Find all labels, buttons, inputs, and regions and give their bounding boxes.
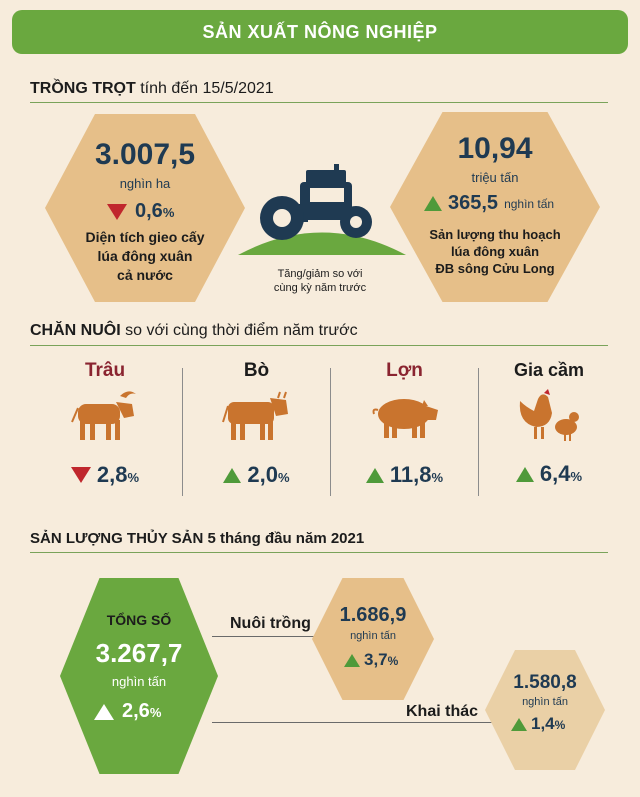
livestock-heading-sub: so với cùng thời điểm năm trước [125,322,358,339]
area-desc-line: lúa đông xuân [97,248,193,264]
column-divider [330,368,331,496]
catching-hexagon: 1.580,8 nghìn tấn 1,4% [485,650,605,770]
yield-unit: triệu tấn [471,170,519,185]
crops-heading-main: TRỒNG TRỌT [30,80,136,97]
livestock-item-cow: Bò 2,0% [183,360,330,488]
buffalo-icon [71,391,136,440]
area-desc-line: Diện tích gieo cấy [85,229,205,245]
total-change: 2,6% [94,700,194,723]
farming-change-unit: % [387,654,399,668]
divider [30,345,608,346]
poultry-icon [519,389,579,441]
farming-hexagon: 1.686,9 nghìn tấn 3,7% [312,578,434,700]
area-value: 3.007,5 [94,138,196,171]
yield-value: 10,94 [457,132,533,165]
area-hexagon: 3.007,5 nghìn ha 0,6% Diện tích gieo cấy… [45,114,245,302]
area-unit: nghìn ha [119,176,171,191]
pig-icon [372,399,438,438]
up-arrow-icon [515,466,534,482]
up-arrow-icon [511,717,527,731]
column-divider [478,368,479,496]
fishery-heading: SẢN LƯỢNG THỦY SẢN 5 tháng đầu năm 2021 [30,530,365,547]
down-arrow-icon [70,467,91,483]
livestock-name: Bò [243,360,270,381]
farming-label: Nuôi trồng [228,615,313,633]
note-line: cùng kỳ năm trước [273,282,367,294]
crops-heading: TRỒNG TRỌT tính đến 15/5/2021 [30,80,274,98]
tractor-icon [238,164,406,255]
total-value: 3.267,7 [95,638,183,668]
livestock-heading: CHĂN NUÔI so với cùng thời điểm năm trướ… [30,322,358,340]
area-change-value: 0,6 [135,200,163,222]
livestock-change-value: 6,4 [539,461,571,486]
divider [30,102,608,103]
farming-unit: nghìn tấn [350,630,396,642]
yield-change: 365,5 nghìn tấn [424,192,574,215]
farming-change-value: 3,7 [364,650,388,669]
total-hexagon: TỔNG SỐ 3.267,7 nghìn tấn 2,6% [60,578,218,774]
total-change-unit: % [149,705,162,720]
catching-change: 1,4% [511,714,581,734]
column-divider [182,368,183,496]
livestock-change-unit: % [127,470,140,485]
connector-line [212,636,324,637]
divider [30,552,608,553]
catching-value: 1.580,8 [513,672,577,693]
livestock-change-value: 2,8 [96,462,128,487]
livestock-change-unit: % [570,469,583,484]
note-line: Tăng/giảm so với [277,268,363,280]
yield-change-unit: nghìn tấn [504,196,555,211]
yield-hexagon: 10,94 triệu tấn 365,5 nghìn tấn Sản lượn… [390,112,600,302]
up-arrow-icon [365,467,384,483]
livestock-change: 2,8% [30,462,180,488]
livestock-change-unit: % [431,470,444,485]
catching-unit: nghìn tấn [522,696,568,708]
area-desc-line: cả nước [117,267,173,283]
yield-description: Sản lượng thu hoạch lúa đông xuân ĐB sôn… [390,226,600,277]
title-banner: SẢN XUẤT NÔNG NGHIỆP [12,10,628,54]
yield-desc-line: ĐB sông Cửu Long [435,261,555,276]
livestock-change: 11,8% [331,462,478,488]
livestock-item-poultry: Gia cầm 6,4% [479,360,619,487]
total-change-value: 2,6 [122,700,150,722]
farming-value: 1.686,9 [339,604,407,626]
crops-heading-sub: tính đến 15/5/2021 [140,80,274,97]
page-title: SẢN XUẤT NÔNG NGHIỆP [202,21,438,42]
livestock-item-pig: Lợn 11,8% [331,360,478,488]
down-arrow-icon [107,203,127,220]
up-arrow-icon [94,703,114,720]
up-arrow-icon [344,653,360,667]
livestock-heading-main: CHĂN NUÔI [30,322,121,339]
livestock-name: Gia cầm [513,360,585,380]
catching-change-value: 1,4 [531,714,555,733]
livestock-change-value: 2,0 [247,462,279,487]
up-arrow-icon [223,467,242,483]
livestock-change: 2,0% [183,462,330,488]
yield-change-value: 365,5 [448,192,499,214]
livestock-change-value: 11,8 [389,462,432,487]
livestock-name: Lợn [386,360,423,381]
yield-desc-line: Sản lượng thu hoạch [429,227,561,242]
cow-icon [221,391,288,440]
yield-desc-line: lúa đông xuân [450,244,540,259]
livestock-change-unit: % [278,470,290,485]
catching-label: Khai thác [404,703,481,721]
livestock-name: Trâu [84,360,126,381]
catching-change-unit: % [554,718,566,732]
connector-line [212,722,497,723]
area-change-unit: % [162,205,175,220]
up-arrow-icon [424,196,442,211]
livestock-item-buffalo: Trâu 2,8% [30,360,180,488]
comparison-note: Tăng/giảm so với cùng kỳ năm trước [250,267,390,295]
area-change: 0,6% [107,200,197,223]
total-label: TỔNG SỐ [106,612,172,628]
livestock-change: 6,4% [479,461,619,487]
total-unit: nghìn tấn [111,674,167,689]
area-description: Diện tích gieo cấy lúa đông xuân cả nước [45,228,245,285]
farming-change: 3,7% [344,650,414,670]
